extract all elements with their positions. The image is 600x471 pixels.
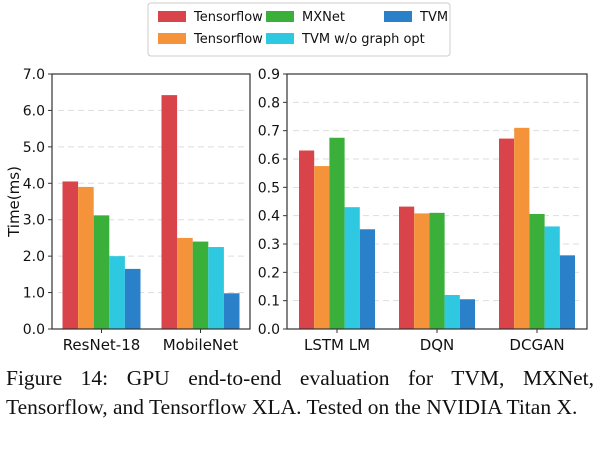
bar-dcgan-tensorflow-xla	[499, 138, 515, 329]
y-tick-label: 0.7	[258, 124, 280, 140]
y-tick-label: 4.0	[23, 176, 45, 192]
y-tick-label: 0.3	[258, 237, 280, 253]
bar-resnet-18-tensorflow-xla	[62, 181, 79, 329]
bar-lstm-lm-tvm	[359, 229, 375, 329]
plot-frame	[51, 73, 251, 330]
bar-dcgan-mxnet	[529, 213, 545, 329]
bar-resnet-18-tensorflow	[78, 186, 94, 329]
bar-lstm-lm-tensorflow	[314, 166, 330, 329]
bar-mobilenet-tensorflow	[177, 237, 193, 329]
legend-label: TVM w/o graph opt	[301, 32, 425, 47]
bar-dcgan-tensorflow	[514, 127, 530, 329]
legend-swatch	[266, 33, 294, 44]
y-tick-label: 2.0	[23, 249, 45, 265]
bar-mobilenet-tvm-w-o-graph-opt	[208, 247, 224, 329]
y-tick-label: 0.0	[258, 322, 280, 338]
legend-swatch	[158, 11, 186, 22]
y-tick-label: 1.0	[23, 286, 45, 302]
bar-dqn-tvm-w-o-graph-opt	[444, 295, 460, 329]
y-tick-label: 0.2	[258, 265, 280, 281]
bar-mobilenet-tvm	[223, 293, 240, 329]
y-tick-label: 7.0	[23, 67, 45, 83]
y-tick-label: 0.1	[258, 294, 280, 310]
x-tick-label: MobileNet	[163, 336, 239, 354]
plot-frame	[286, 73, 588, 330]
x-tick-label: ResNet-18	[63, 336, 141, 354]
legend-label: Tensorflow	[193, 32, 263, 47]
y-tick-label: 0.9	[258, 67, 280, 83]
x-tick-label: DCGAN	[509, 336, 564, 354]
y-tick-label: 0.5	[258, 180, 280, 196]
bar-dqn-tensorflow	[414, 213, 430, 329]
bar-resnet-18-tvm	[124, 268, 141, 329]
y-tick-label: 0.0	[23, 322, 45, 338]
legend-label: MXNet	[302, 10, 345, 25]
legend-label: TVM	[419, 10, 448, 25]
y-axis-label: Time(ms)	[5, 166, 23, 238]
bar-mobilenet-tensorflow-xla	[161, 95, 178, 329]
bar-mobilenet-mxnet	[192, 241, 209, 329]
bar-lstm-lm-mxnet	[329, 137, 345, 329]
bar-dqn-tensorflow-xla	[399, 206, 415, 329]
x-tick-label: LSTM LM	[304, 336, 370, 354]
legend-box	[147, 2, 451, 57]
x-tick-label: DQN	[420, 336, 455, 354]
legend-swatch	[158, 33, 186, 44]
bar-resnet-18-tvm-w-o-graph-opt	[109, 256, 125, 329]
y-tick-label: 6.0	[23, 103, 45, 119]
y-tick-label: 5.0	[23, 140, 45, 156]
bar-dcgan-tvm	[559, 255, 575, 329]
bar-dqn-mxnet	[429, 212, 445, 329]
bar-lstm-lm-tvm-w-o-graph-opt	[344, 207, 360, 329]
legend-swatch	[384, 11, 412, 22]
bar-dcgan-tvm-w-o-graph-opt	[544, 226, 560, 329]
bar-lstm-lm-tensorflow-xla	[299, 150, 315, 329]
legend-swatch	[266, 11, 294, 22]
figure-caption: Figure 14: GPU end-to-end evaluation for…	[6, 366, 594, 419]
y-tick-label: 0.4	[258, 209, 280, 225]
y-tick-label: 3.0	[23, 213, 45, 229]
y-tick-label: 0.8	[258, 95, 280, 111]
bar-resnet-18-mxnet	[93, 215, 110, 329]
bar-dqn-tvm	[459, 299, 475, 329]
y-tick-label: 0.6	[258, 152, 280, 168]
